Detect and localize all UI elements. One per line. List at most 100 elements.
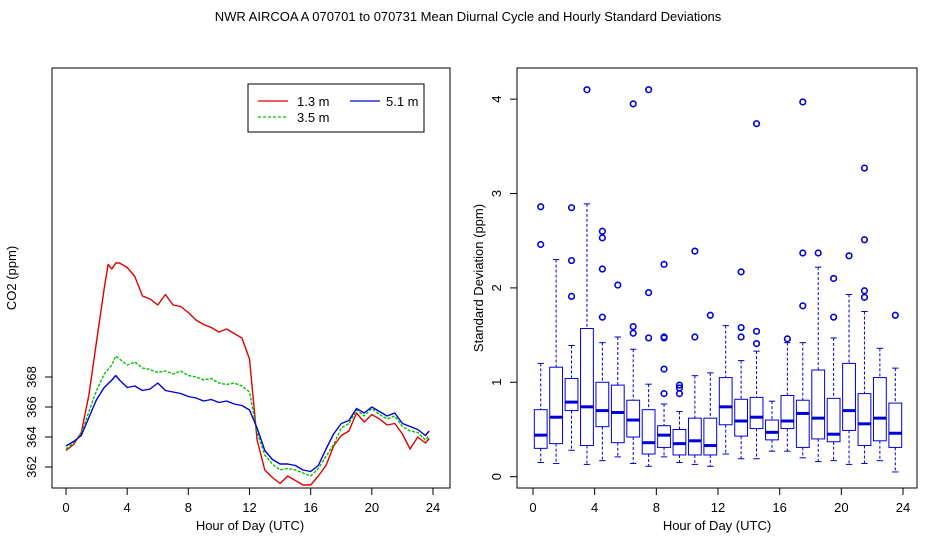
x-tick-label: 8 — [185, 500, 192, 515]
outlier-point — [537, 240, 545, 249]
iqr-box — [872, 377, 887, 442]
outlier-point — [567, 292, 576, 301]
outlier-point — [614, 281, 622, 289]
x-tick-label: 0 — [529, 500, 536, 515]
outlier-point — [860, 236, 869, 244]
y-tick-label: 3 — [489, 190, 504, 197]
outlier-point — [660, 333, 668, 341]
co2-y-axis-label: CO2 (ppm) — [4, 246, 19, 310]
outlier-point — [737, 268, 745, 276]
hour-box — [533, 203, 548, 464]
co2-plot-frame — [51, 67, 451, 489]
outlier-point — [583, 86, 591, 94]
co2-x-axis: 0 4 8 12 16 20 24 — [62, 488, 440, 515]
outlier-point — [799, 98, 807, 106]
hour-box — [549, 259, 564, 464]
co2-legend: 1.3 m 3.5 m 5.1 m — [247, 83, 425, 133]
outlier-point — [691, 333, 699, 341]
legend-box — [247, 83, 425, 133]
iqr-box — [888, 402, 903, 448]
iqr-box — [857, 393, 872, 447]
hour-box — [610, 281, 625, 458]
outlier-point — [629, 329, 637, 337]
x-tick-label: 20 — [834, 500, 848, 515]
hour-box — [749, 120, 764, 460]
x-tick-label: 12 — [242, 500, 256, 515]
x-tick-label: 0 — [62, 500, 69, 515]
outlier-point — [660, 365, 668, 373]
outlier-point — [830, 274, 838, 283]
hour-box — [687, 247, 702, 465]
outlier-point — [860, 287, 869, 295]
outlier-point — [675, 384, 684, 392]
outlier-point — [799, 302, 807, 310]
hour-box — [703, 311, 718, 467]
legend-label-3-5m: 3.5 m — [297, 110, 330, 125]
outlier-point — [629, 100, 637, 108]
outlier-point — [783, 335, 791, 343]
y-tick-label: 4 — [489, 96, 504, 103]
x-tick-label: 16 — [303, 500, 317, 515]
outlier-point — [598, 227, 606, 235]
hour-box — [811, 249, 826, 463]
hour-box — [826, 274, 841, 462]
y-tick-label: 368 — [24, 366, 39, 388]
outlier-point — [752, 327, 761, 335]
iqr-box — [703, 417, 718, 456]
co2-diurnal-panel: 0 4 8 12 16 20 24 362 364 366 368 Hour of Day (UT… — [4, 67, 451, 533]
iqr-box — [765, 419, 779, 441]
outlier-point — [660, 260, 668, 268]
legend-label-5-1m: 5.1 m — [386, 94, 419, 109]
outlier-point — [645, 289, 653, 297]
x-tick-label: 8 — [653, 500, 660, 515]
hour-box — [842, 252, 856, 465]
stddev-y-axis-label: Standard Deviation (ppm) — [471, 204, 486, 352]
legend-label-1-3m: 1.3 m — [297, 94, 330, 109]
hour-box — [734, 268, 749, 460]
series-line-1-3-m — [65, 262, 430, 486]
outlier-point — [537, 203, 545, 211]
x-tick-label: 12 — [711, 500, 725, 515]
iqr-box — [533, 409, 548, 449]
series-line-3-5-m — [65, 355, 430, 477]
hour-box — [765, 400, 779, 452]
hour-box — [718, 325, 733, 455]
x-tick-label: 20 — [365, 500, 379, 515]
outlier-point — [814, 249, 822, 257]
iqr-box — [826, 397, 841, 443]
outlier-point — [891, 311, 899, 319]
iqr-box — [580, 327, 594, 447]
outlier-point — [675, 390, 684, 398]
outlier-point — [691, 247, 699, 255]
outlier-point — [860, 164, 869, 172]
iqr-box — [641, 409, 656, 455]
hour-box — [872, 347, 887, 462]
co2-y-axis: 362 364 366 368 — [24, 366, 52, 478]
y-tick-label: 366 — [24, 396, 39, 418]
y-tick-label: 0 — [489, 473, 504, 480]
page-title: NWR AIRCOA A 070701 to 070731 Mean Diurn… — [214, 9, 722, 24]
iqr-box — [842, 362, 856, 431]
outlier-point — [567, 204, 576, 212]
outlier-point — [706, 311, 714, 319]
iqr-box — [811, 369, 826, 440]
outlier-point — [660, 390, 668, 398]
outlier-point — [752, 120, 761, 128]
series-line-5-1-m — [65, 374, 430, 473]
outlier-point — [845, 252, 853, 260]
co2-series-lines — [65, 262, 430, 486]
outlier-point — [830, 313, 838, 321]
x-tick-label: 4 — [124, 500, 131, 515]
stddev-x-axis: 0 4 8 12 16 20 24 — [529, 488, 910, 515]
x-tick-label: 24 — [896, 500, 910, 515]
outlier-point — [629, 323, 637, 331]
stddev-y-axis: 0 1 2 3 4 — [489, 96, 517, 480]
outlier-point — [567, 256, 576, 265]
outlier-point — [645, 86, 653, 94]
outlier-point — [860, 293, 869, 301]
hour-box — [795, 98, 810, 459]
iqr-box — [687, 417, 702, 456]
x-tick-label: 4 — [591, 500, 598, 515]
stddev-plot-frame — [516, 67, 918, 489]
